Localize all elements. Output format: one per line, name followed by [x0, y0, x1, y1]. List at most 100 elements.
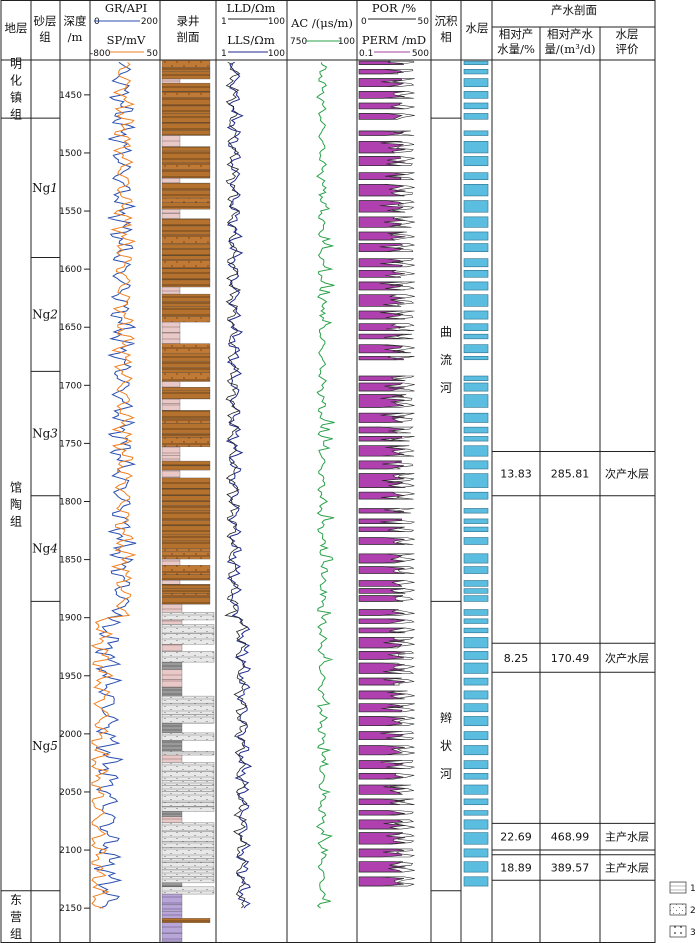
lithology-bed	[161, 858, 215, 863]
perm-curve	[359, 690, 415, 700]
water-layer-bar	[463, 618, 489, 624]
facies-label-char: 流	[440, 353, 452, 367]
lithology-bed	[161, 477, 211, 489]
lithology-bed	[161, 82, 211, 92]
production-evaluation: 主产水层	[605, 860, 649, 874]
water-layer-bar	[463, 78, 489, 88]
perm-curve	[359, 832, 415, 845]
perm-curve	[359, 703, 415, 713]
lithology-bed	[161, 574, 211, 581]
water-layer-bar	[463, 102, 489, 110]
water-layer-bar	[463, 473, 489, 488]
water-layer-bar	[463, 810, 489, 816]
perm-curve	[359, 526, 415, 533]
header-lls-min: 1	[221, 49, 227, 59]
depth-tick-label: 1850	[59, 556, 82, 566]
lithology-bed	[161, 433, 211, 438]
lithology-bed	[161, 91, 211, 98]
perm-curve	[359, 760, 415, 770]
por-fill	[358, 745, 405, 756]
por-fill	[358, 102, 405, 110]
por-fill	[358, 473, 406, 488]
sand-group-label: Ng5	[32, 739, 58, 753]
header-rel-pct-2: 水量/%	[497, 42, 535, 56]
sand-group-number: 1	[50, 181, 58, 195]
perm-curve	[359, 810, 414, 816]
por-fill	[358, 113, 403, 120]
water-layer-bar	[463, 588, 489, 594]
header-lls-max: 100	[268, 49, 285, 59]
lithology-bed	[161, 702, 215, 715]
perm-curve	[359, 243, 415, 252]
depth-tick-label: 2050	[59, 788, 82, 798]
por-fill	[358, 200, 406, 213]
lithology-bed	[161, 67, 211, 73]
lithology-column	[161, 59, 215, 943]
depth-tick-label: 1650	[59, 323, 82, 333]
gr-curve	[93, 61, 137, 909]
water-layer-bar	[463, 172, 489, 180]
header-perm-max: 500	[412, 49, 429, 59]
depth-tick-label: 1700	[59, 381, 82, 391]
production-pct: 13.83	[500, 468, 532, 481]
perm-curve	[359, 716, 415, 727]
water-layer-bar	[463, 703, 489, 713]
water-layer-bar	[463, 269, 489, 278]
lithology-bed	[161, 754, 183, 763]
por-fill	[358, 537, 405, 545]
perm-curve	[359, 102, 415, 110]
lithology-bed	[161, 398, 181, 404]
perm-curve	[359, 784, 414, 795]
lithology-bed	[161, 593, 211, 598]
perm-curve	[359, 848, 416, 858]
water-layer-bar	[463, 508, 489, 514]
perm-curve	[359, 426, 414, 434]
perm-curve	[359, 773, 415, 780]
lithology-bed	[161, 332, 181, 344]
table-grid	[0, 0, 656, 943]
facies-label-char: 河	[440, 767, 452, 781]
lithology-bed	[161, 762, 215, 772]
perm-curve	[359, 216, 415, 228]
perm-curve	[359, 141, 415, 154]
lithology-bed	[161, 182, 211, 191]
lithology-bed	[161, 225, 211, 235]
lithology-bed	[161, 847, 215, 859]
header-stratum: 地层	[5, 21, 28, 35]
lithology-bed	[161, 922, 183, 934]
water-layer-bar	[463, 436, 489, 442]
header-perm-label: PERM /mD	[362, 33, 426, 47]
water-layer-bar	[463, 231, 489, 241]
perm-curve	[359, 460, 413, 470]
header-gr-min: 0	[94, 17, 100, 27]
lithology-bed	[161, 771, 215, 781]
production-pct: 18.89	[500, 861, 532, 874]
perm-curve	[359, 310, 415, 320]
legend-label-2: 2	[690, 906, 696, 916]
water-layer-bar	[463, 651, 489, 660]
lithology-bed	[161, 644, 183, 652]
lithology-bed	[161, 403, 181, 411]
legend-label-3: 3	[690, 928, 696, 938]
lithology-bed	[161, 97, 211, 107]
header-lls-label: LLS/Ωm	[227, 33, 275, 47]
water-layer-bar	[463, 773, 489, 780]
header-depth-2: /m	[68, 30, 83, 44]
sand-group-label: Ng2	[32, 307, 58, 321]
water-layer-bar	[463, 848, 489, 858]
header-por-label: POR /%	[372, 1, 416, 15]
header-lithology-1: 录井	[177, 14, 200, 28]
sand-group-number: 2	[49, 307, 58, 321]
por-fill	[358, 78, 404, 87]
lithology-bed	[161, 830, 215, 842]
perm-curve	[359, 355, 415, 361]
lithology-bed	[161, 367, 211, 373]
perm-curve	[359, 231, 415, 241]
water-layer-bar	[463, 760, 489, 770]
lithology-bed	[161, 286, 181, 295]
header-lld-label: LLD/Ωm	[227, 1, 276, 15]
header-gr-max: 200	[141, 17, 158, 27]
water-layer-bar	[463, 553, 489, 564]
sand-group-number: 3	[50, 427, 58, 441]
